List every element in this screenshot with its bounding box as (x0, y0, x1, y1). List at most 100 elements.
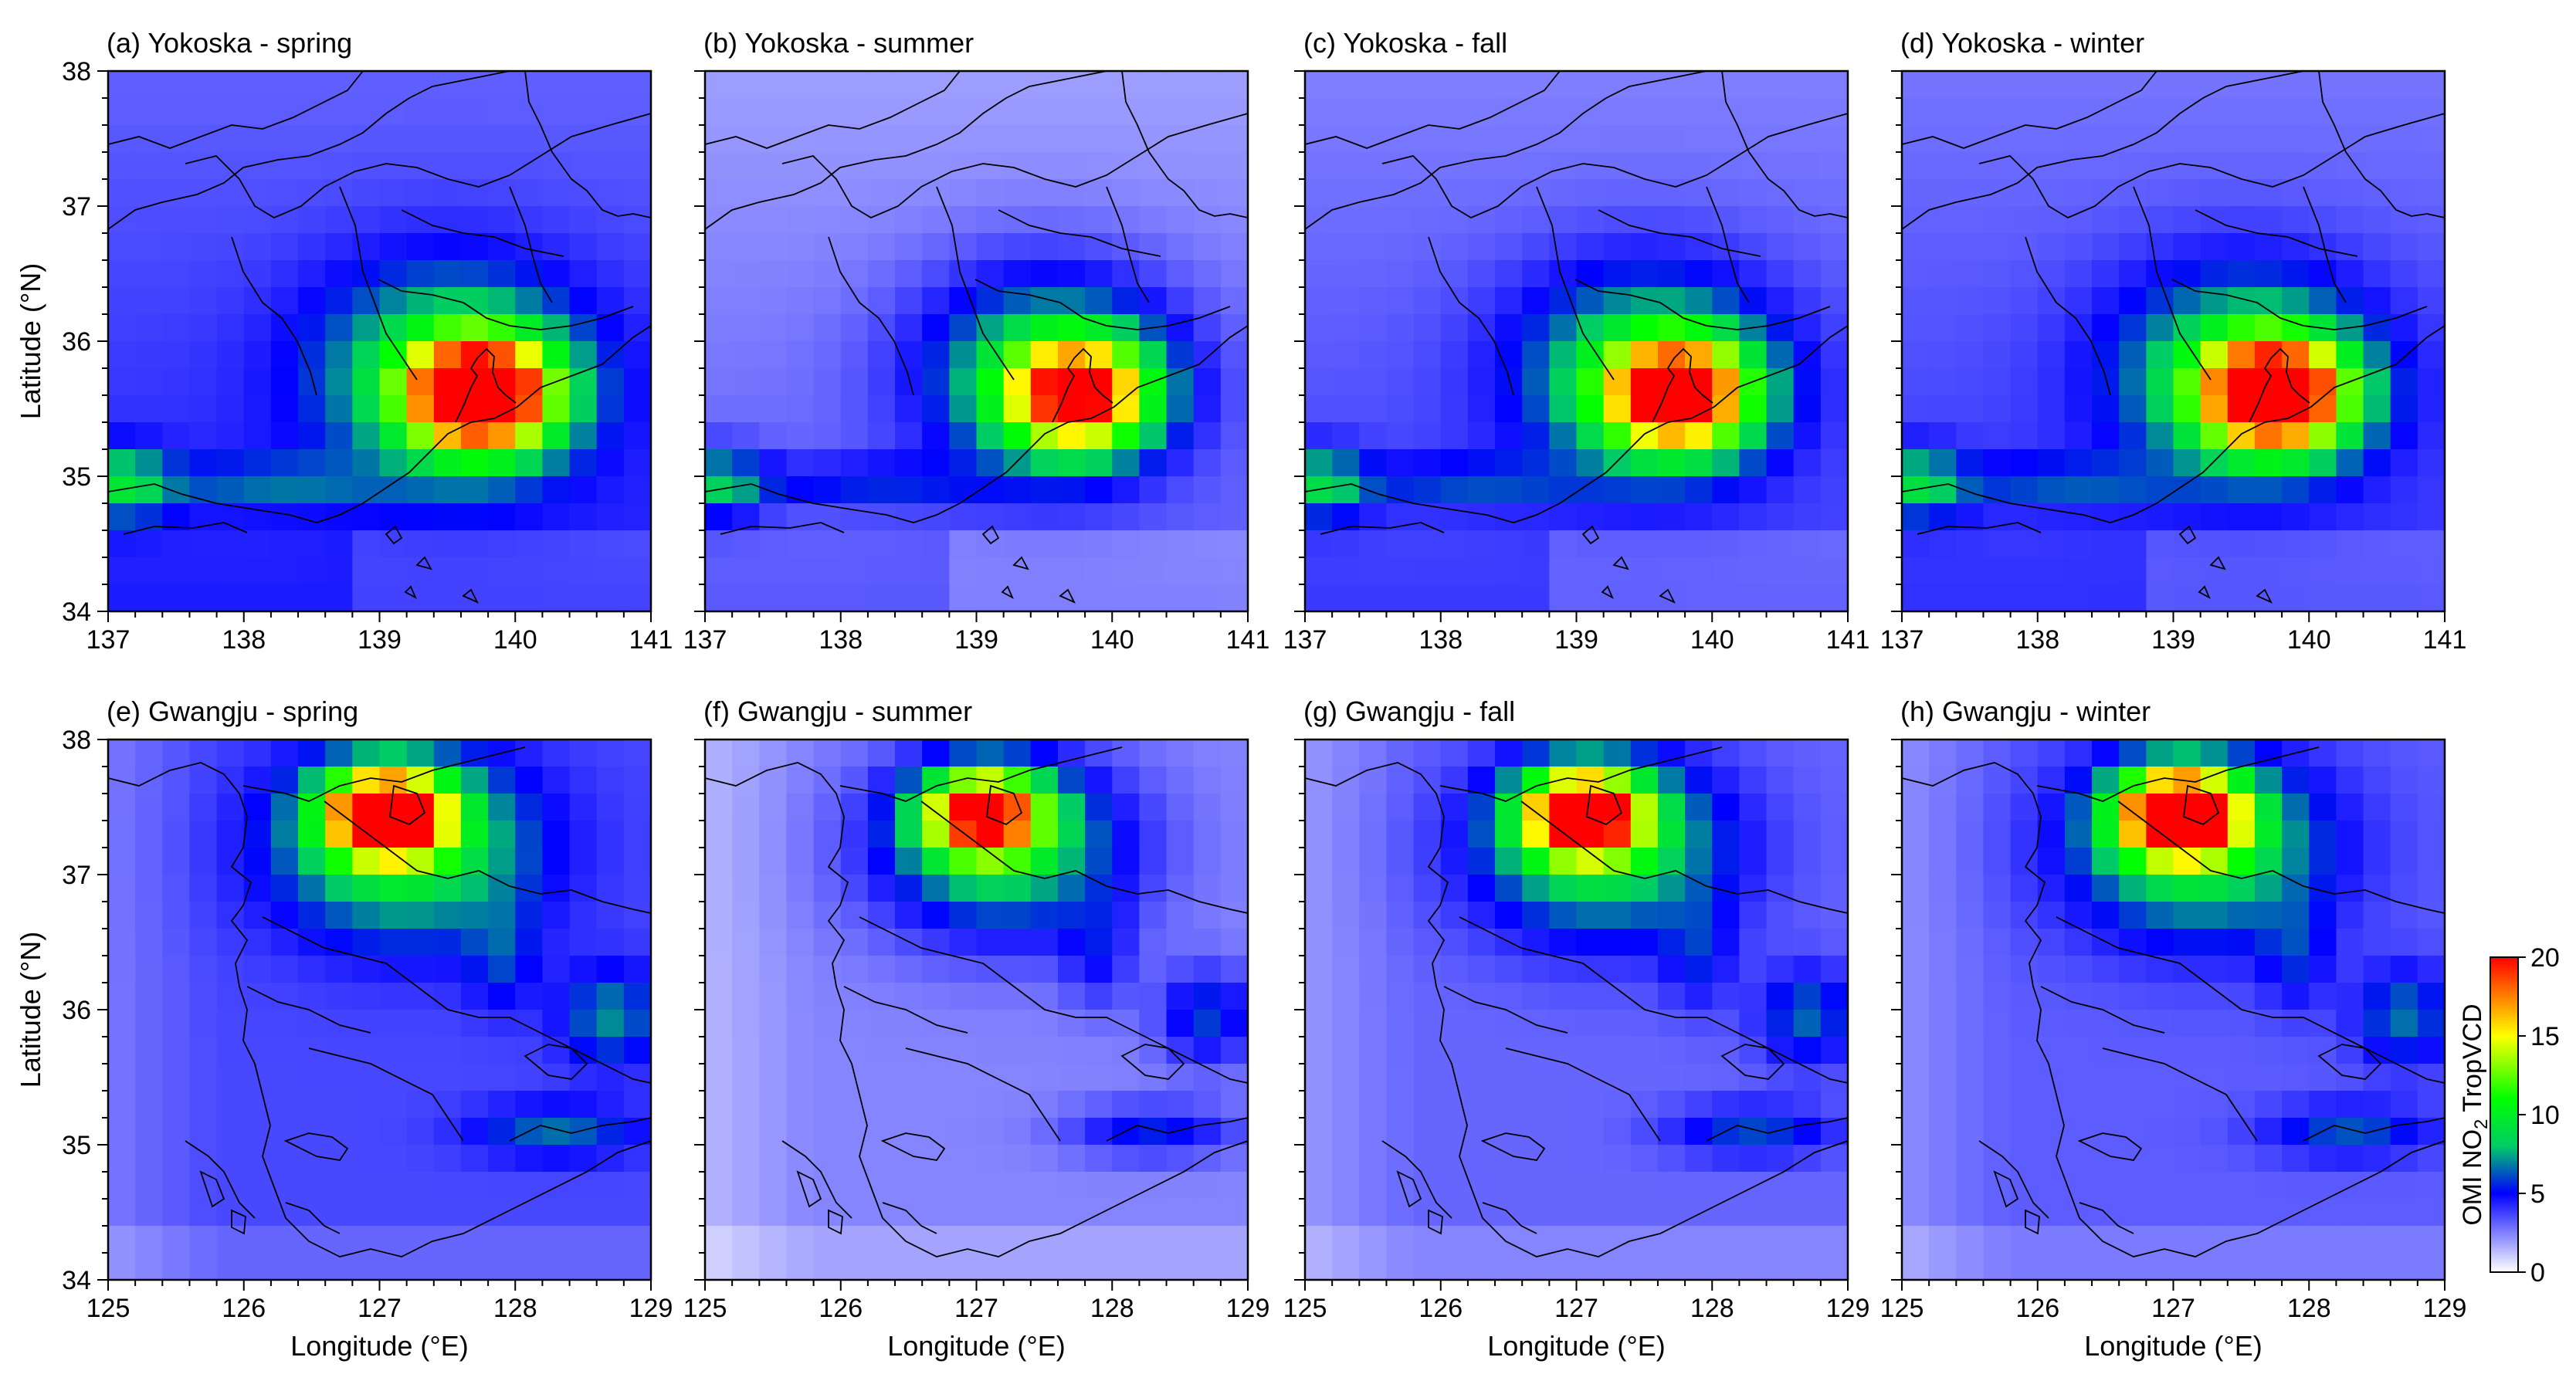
heatmap-cell (2064, 71, 2093, 99)
x-tick-label: 141 (1226, 625, 1270, 655)
heatmap-cell (1820, 287, 1849, 315)
heatmap-cell (2010, 1226, 2039, 1254)
heatmap-cell (569, 260, 598, 288)
heatmap-cell (786, 1253, 815, 1281)
heatmap-cell (1193, 179, 1222, 207)
heatmap-cell (1820, 476, 1849, 504)
heatmap-cell (2200, 902, 2229, 929)
heatmap-cell (189, 956, 218, 983)
heatmap-cell (2363, 206, 2391, 234)
boundary-line (2303, 1117, 2446, 1142)
heatmap-cell (705, 1172, 733, 1200)
heatmap-cell (1576, 71, 1605, 99)
heatmap-cell (1193, 983, 1222, 1010)
heatmap-cell (2173, 179, 2201, 207)
heatmap-cell (2282, 1145, 2310, 1173)
heatmap-cell (623, 368, 652, 396)
heatmap-cell (1576, 395, 1605, 423)
heatmap-cell (2336, 1145, 2364, 1173)
heatmap-cell (135, 422, 163, 450)
heatmap-cell (2227, 341, 2256, 369)
heatmap-cell (949, 794, 978, 821)
heatmap-cell (325, 848, 353, 875)
boundary-line (1120, 1044, 1185, 1080)
heatmap-cell (976, 476, 1005, 504)
heatmap-cell (1220, 152, 1249, 180)
heatmap-cell (623, 557, 652, 585)
heatmap-cell (949, 98, 978, 126)
heatmap-cell (2010, 206, 2039, 234)
heatmap-cell (2200, 71, 2229, 99)
heatmap-cell (2200, 956, 2229, 983)
heatmap-cell (732, 530, 760, 558)
heatmap-cell (1766, 1064, 1795, 1091)
heatmap-cell (1440, 449, 1469, 477)
heatmap-cell (949, 848, 978, 875)
heatmap-cell (813, 503, 842, 531)
heatmap-cell (2363, 1091, 2391, 1119)
heatmap-cell (732, 152, 760, 180)
heatmap-cell (705, 848, 733, 875)
x-tick-label: 140 (1690, 625, 1734, 655)
heatmap-cell (1820, 206, 1849, 234)
heatmap-cell (1359, 848, 1388, 875)
heatmap-cell (1220, 422, 1249, 450)
heatmap-cell (189, 233, 218, 261)
heatmap-cell (1739, 983, 1768, 1010)
heatmap-cell (1220, 179, 1249, 207)
heatmap-cell (352, 983, 381, 1010)
heatmap-cell (1793, 530, 1822, 558)
heatmap-cell (2309, 739, 2337, 767)
heatmap-cell (1305, 260, 1333, 288)
heatmap-cell (705, 314, 733, 342)
heatmap-cell (2390, 1037, 2418, 1064)
heatmap-cell (433, 1064, 462, 1091)
heatmap-cell (189, 902, 218, 929)
heatmap-cell (2390, 368, 2418, 396)
heatmap-cell (2173, 1010, 2201, 1037)
heatmap-cell (162, 1091, 191, 1119)
heatmap-cell (1085, 584, 1113, 612)
heatmap-cell (298, 287, 326, 315)
heatmap-cell (1193, 1172, 1222, 1200)
heatmap-cell (1603, 1199, 1632, 1227)
heatmap-cell (1983, 206, 2012, 234)
heatmap-cell (1630, 368, 1659, 396)
heatmap-cell (406, 179, 435, 207)
heatmap-cell (759, 1091, 788, 1119)
heatmap-cell (433, 739, 462, 767)
boundary-line (509, 186, 553, 303)
heatmap-cell (2173, 71, 2201, 99)
heatmap-cell (1359, 1064, 1388, 1091)
heatmap-cell (867, 739, 896, 767)
heatmap-cell (1929, 314, 1957, 342)
heatmap-cell (1085, 1145, 1113, 1173)
heatmap-cell (270, 584, 299, 612)
heatmap-cell (298, 821, 326, 848)
heatmap-cell (1166, 503, 1195, 531)
heatmap-cell (2336, 1253, 2364, 1281)
heatmap-cell (2309, 983, 2337, 1010)
heatmap-cell (1003, 314, 1032, 342)
heatmap-cell (623, 233, 652, 261)
heatmap-cell (1467, 584, 1496, 612)
boundary-line (524, 1044, 588, 1080)
boundary-line (185, 1140, 256, 1219)
heatmap-cell (1983, 368, 2012, 396)
heatmap-cell (1440, 1118, 1469, 1146)
heatmap-cell (1685, 794, 1713, 821)
heatmap-cell (1220, 341, 1249, 369)
heatmap-cell (515, 1145, 543, 1173)
colorbar-tick-label: 20 (2530, 943, 2560, 973)
heatmap-cell (2064, 449, 2093, 477)
heatmap-cell (867, 557, 896, 585)
heatmap-cell (2390, 739, 2418, 767)
heatmap-cell (108, 233, 136, 261)
boundary-line (123, 522, 248, 535)
heatmap-cell (2010, 530, 2039, 558)
heatmap-cell (2336, 476, 2364, 504)
heatmap-cell (1793, 956, 1822, 983)
heatmap-cell (1467, 1037, 1496, 1064)
heatmap-cell (867, 1091, 896, 1119)
heatmap-cell (2417, 848, 2446, 875)
